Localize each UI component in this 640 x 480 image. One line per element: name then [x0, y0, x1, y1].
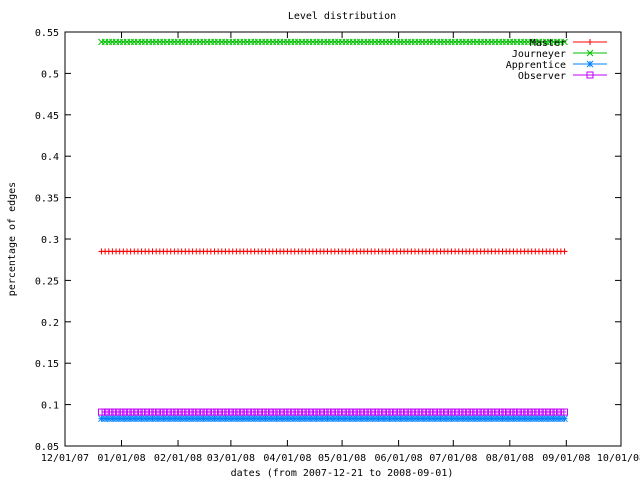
x-tick-label: 08/01/08	[486, 453, 534, 464]
plot-frame	[64, 31, 622, 447]
series-layer	[97, 38, 568, 423]
x-tick-label: 03/01/08	[207, 453, 255, 464]
legend-marker	[586, 49, 594, 57]
y-tick-label: 0.2	[41, 318, 59, 329]
x-axis: 12/01/07 01/01/08 02/01/08 03/01/08 04/01/08…	[41, 32, 640, 464]
series-master	[98, 248, 568, 255]
legend-label: Master	[530, 38, 566, 49]
y-tick-label: 0.4	[41, 152, 59, 163]
legend-label: Journeyer	[512, 49, 566, 60]
y-tick-label: 0.25	[35, 276, 59, 287]
legend-marker	[586, 60, 594, 68]
y-tick-label: 0.45	[35, 111, 59, 122]
legend-marker	[587, 39, 593, 45]
y-tick-label: 0.15	[35, 359, 59, 370]
y-tick-label: 0.35	[35, 194, 59, 205]
y-tick-label: 0.55	[35, 28, 59, 39]
y-axis: 0.05 0.1 0.15 0.2 0.25 0.3 0.35 0.4 0.45 0.5 0.55	[35, 28, 621, 453]
y-axis-label: percentage of edges	[7, 182, 18, 296]
legend-label: Observer	[518, 71, 566, 82]
x-tick-label: 09/01/08	[542, 453, 590, 464]
x-tick-label: 02/01/08	[154, 453, 202, 464]
x-tick-label: 10/01/08	[597, 453, 640, 464]
legend-label: Apprentice	[506, 60, 566, 71]
chart-title: Level distribution	[288, 11, 396, 22]
x-tick-label: 06/01/08	[375, 453, 423, 464]
x-tick-label: 01/01/08	[97, 453, 145, 464]
y-tick-label: 0.1	[41, 401, 59, 412]
y-tick-label: 0.5	[41, 69, 59, 80]
x-tick-label: 05/01/08	[318, 453, 366, 464]
x-tick-label: 12/01/07	[41, 453, 89, 464]
y-tick-label: 0.05	[35, 442, 59, 453]
y-tick-label: 0.3	[41, 235, 59, 246]
x-tick-label: 07/01/08	[429, 453, 477, 464]
series-observer	[97, 408, 568, 416]
legend-marker	[586, 71, 594, 79]
x-tick-label: 04/01/08	[263, 453, 311, 464]
series-journeyer	[98, 38, 568, 46]
x-axis-label: dates (from 2007-12-21 to 2008-09-01)	[231, 468, 454, 479]
series-apprentice	[98, 415, 568, 423]
